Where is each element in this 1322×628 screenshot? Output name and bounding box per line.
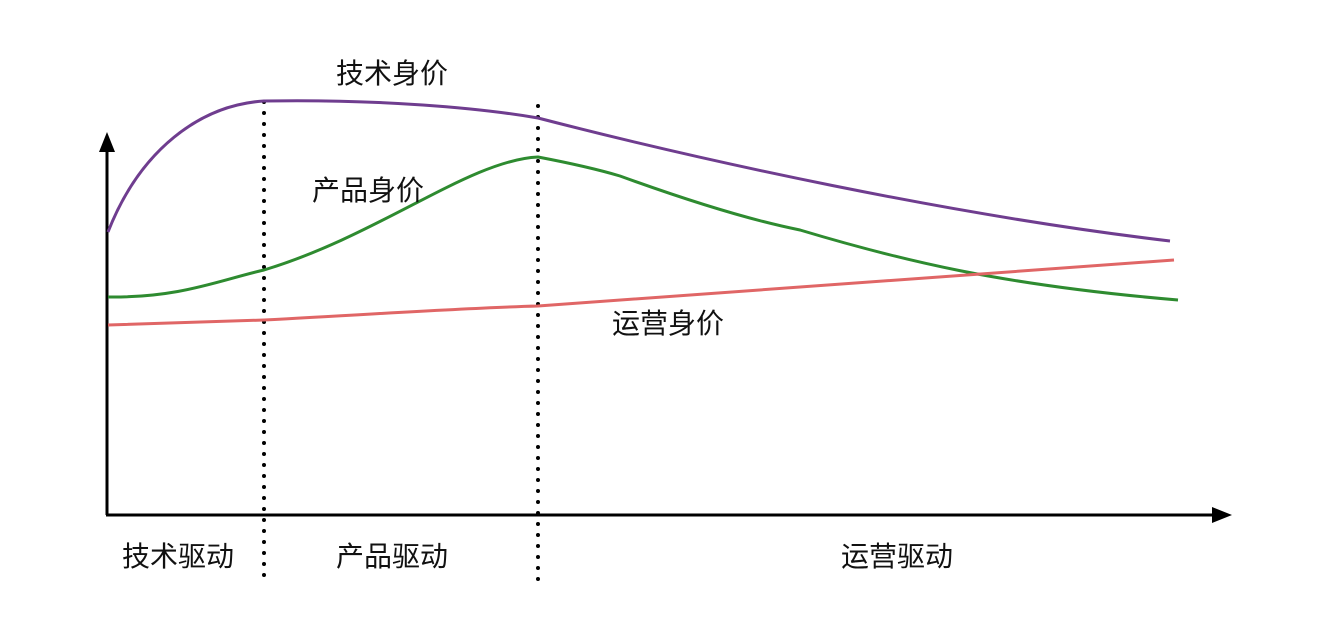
phase-label: 技术驱动 [122,540,234,573]
curve-label: 产品身价 [312,174,424,207]
curve-label: 运营身价 [612,307,724,340]
phase-label: 运营驱动 [841,540,953,573]
product-value-curve [107,155,1179,302]
x-axis-arrow [1212,507,1232,523]
phase-label: 产品驱动 [336,540,448,573]
y-axis-arrow [99,132,115,152]
operation-value-curve [107,258,1175,327]
tech-value-curve [106,99,1171,243]
curve-label: 技术身价 [336,57,448,90]
